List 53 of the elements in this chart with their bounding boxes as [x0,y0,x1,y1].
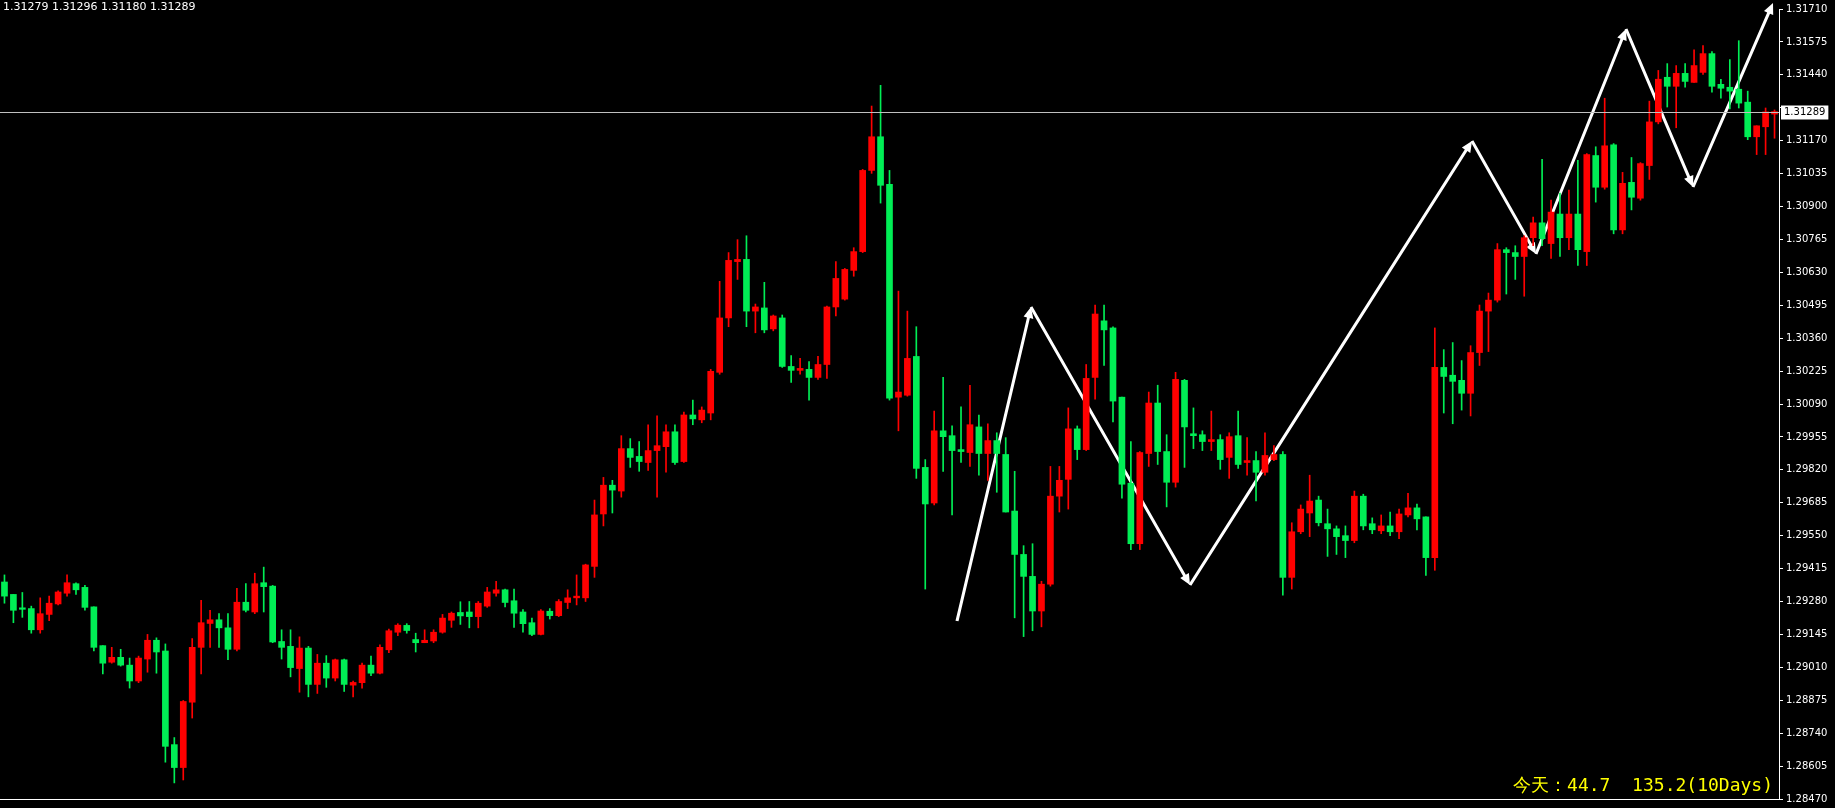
y-tick-label: 1.29415 [1786,562,1828,574]
y-tick-label: 1.30360 [1786,331,1828,343]
y-tick-label: 1.29145 [1786,628,1828,640]
y-tick-label: 1.30900 [1786,200,1828,212]
y-tick-label: 1.30495 [1786,298,1828,310]
candlestick [1208,410,1215,451]
y-tick-label: 1.29685 [1786,496,1828,508]
candlestick [1243,437,1251,476]
candlestick [993,432,1001,493]
y-tick-label: 1.31710 [1786,2,1828,14]
candlestick [1440,349,1448,414]
candlestick [635,441,643,472]
candlestick [215,613,223,648]
candlestick [412,632,420,653]
candlestick [206,609,214,648]
y-tick-label: 1.29280 [1786,595,1828,607]
candlestick [957,406,965,463]
candlestick [805,361,813,401]
ref-line-label: 1.31289 [1784,106,1826,118]
candlestick [939,377,947,472]
y-tick-label: 1.29550 [1786,529,1828,541]
y-tick-label: 1.31440 [1786,68,1828,80]
candlestick [1717,78,1725,99]
candlestick [787,355,795,383]
candlestick [1726,59,1734,110]
candlestick [653,415,661,498]
y-tick-label: 1.31575 [1786,35,1828,47]
annotation: 1.31279 1.31296 1.31180 1.31289 [3,0,196,14]
y-tick-label: 1.29820 [1786,463,1828,475]
y-tick-label: 1.30630 [1786,265,1828,277]
y-tick-label: 1.30225 [1786,364,1828,376]
y-tick-label: 1.28740 [1786,726,1828,738]
y-tick-label: 1.31035 [1786,167,1828,179]
candlestick [796,358,804,375]
candlestick [1672,65,1680,129]
candlestick [260,566,268,613]
candlestick [1663,63,1671,108]
candlestick [1735,40,1743,109]
candlestick [1511,245,1519,280]
candlestick [1449,342,1457,425]
y-tick-label: 1.28875 [1786,693,1828,705]
y-tick-label: 1.30765 [1786,233,1828,245]
y-tick-label: 1.28470 [1786,792,1828,804]
y-tick-label: 1.29010 [1786,660,1828,672]
y-tick-label: 1.29955 [1786,430,1828,442]
candlestick [564,589,571,609]
candlestick [984,423,992,481]
annotation: 今天：44.7 135.2(10Days) [1513,773,1773,795]
y-tick-label: 1.28605 [1786,759,1828,771]
candlestick [948,425,956,516]
y-tick-label: 1.30090 [1786,397,1828,409]
candlestick [689,399,697,426]
y-tick-label: 1.31170 [1786,134,1828,146]
